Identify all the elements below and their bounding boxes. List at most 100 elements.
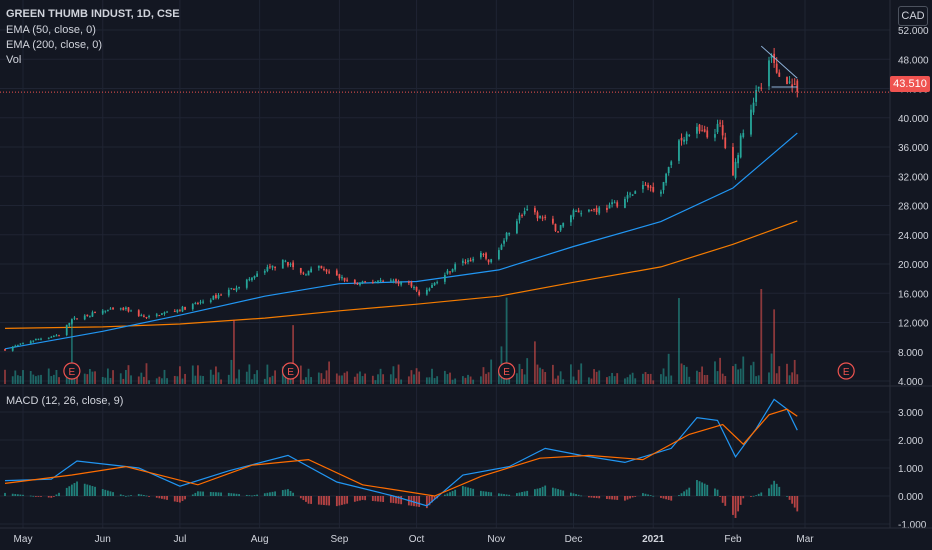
macd-histogram-bar	[768, 488, 770, 496]
earnings-marker	[837, 362, 855, 380]
volume-bar	[562, 379, 565, 384]
macd-histogram-bar	[173, 496, 176, 502]
macd-histogram-bar	[490, 492, 493, 496]
volume-bar	[613, 376, 616, 384]
candle-body	[389, 280, 392, 282]
volume-legend[interactable]: Vol	[6, 54, 22, 66]
volume-bar	[418, 371, 421, 384]
macd-histogram-bar	[454, 489, 457, 496]
candle-body	[487, 259, 490, 263]
volume-bar	[359, 371, 361, 384]
volume-bar	[757, 375, 760, 384]
ema-50-legend[interactable]: EMA (50, close, 0)	[6, 24, 96, 36]
candle-body	[179, 310, 181, 312]
macd-histogram-bar	[50, 496, 53, 498]
candle-body	[245, 279, 248, 288]
candle-body	[325, 269, 328, 272]
candle-body	[155, 314, 158, 316]
volume-bar	[251, 379, 253, 384]
y-tick-label: 40.000	[898, 114, 929, 125]
macd-histogram-bar	[65, 487, 68, 496]
volume-bar	[575, 380, 577, 384]
macd-histogram-bar	[425, 496, 428, 509]
candle-body	[479, 252, 482, 258]
x-tick-label: Nov	[487, 534, 505, 545]
macd-histogram-bar	[775, 483, 778, 496]
candle-body	[65, 324, 68, 336]
macd-legend[interactable]: MACD (12, 26, close, 9)	[6, 395, 124, 407]
macd-histogram-bar	[647, 494, 649, 496]
macd-histogram-bar	[284, 489, 287, 496]
volume-bar	[786, 363, 788, 384]
volume-bar	[685, 366, 688, 384]
candle-body	[143, 315, 145, 317]
candle-body	[734, 161, 737, 178]
candle-body	[22, 343, 24, 345]
x-tick-label: 2021	[642, 534, 665, 545]
candle-body	[688, 134, 691, 136]
volume-bar	[431, 368, 433, 384]
candle-body	[343, 277, 346, 281]
candle-body	[577, 210, 580, 213]
candle-body	[94, 311, 96, 313]
y-tick-label: 32.000	[898, 172, 929, 183]
candle-body	[209, 300, 212, 302]
macd-histogram-bar	[364, 496, 367, 501]
volume-bar	[644, 372, 647, 384]
candle-body	[127, 307, 130, 312]
candle-body	[508, 232, 511, 235]
candle-body	[4, 349, 6, 351]
macd-histogram-bar	[523, 491, 526, 496]
candle-body	[359, 282, 361, 285]
volume-bar	[284, 376, 287, 384]
macd-histogram-bar	[652, 495, 655, 497]
symbol-title[interactable]: GREEN THUMB INDUST, 1D, CSE	[6, 8, 180, 20]
candle-body	[122, 307, 125, 311]
earnings-marker-label: E	[503, 367, 510, 378]
candle-body	[667, 167, 670, 174]
macd-y-tick-label: 3.000	[898, 408, 923, 419]
macd-histogram-bar	[562, 490, 565, 496]
volume-bar	[487, 372, 490, 384]
macd-histogram-bar	[570, 492, 572, 496]
volume-bar	[194, 375, 197, 384]
volume-bar	[269, 377, 271, 384]
x-tick-label: Feb	[724, 534, 742, 545]
candle-body	[413, 287, 415, 289]
macd-histogram-bar	[418, 496, 421, 507]
volume-bar	[395, 378, 397, 384]
candle-body	[436, 282, 439, 284]
macd-histogram-bar	[217, 492, 220, 496]
volume-bar	[482, 367, 485, 384]
candle-body	[194, 303, 197, 305]
candle-body	[112, 307, 114, 310]
candle-body	[721, 125, 724, 136]
macd-histogram-bar	[536, 488, 539, 496]
macd-histogram-bar	[197, 491, 199, 496]
volume-bar	[230, 359, 233, 384]
candle-body	[490, 259, 493, 263]
macd-histogram-bar	[706, 484, 709, 496]
volume-bar	[734, 363, 737, 384]
macd-histogram-bar	[680, 493, 683, 496]
ema-50-path	[4, 132, 798, 350]
volume-bar	[752, 361, 755, 384]
macd-histogram-bar	[461, 486, 464, 496]
volume-bar	[19, 375, 22, 384]
volume-bar	[626, 377, 629, 384]
candle-body	[714, 134, 716, 138]
macd-histogram-bar	[593, 496, 595, 498]
trendline	[760, 45, 798, 79]
macd-histogram-bar	[101, 489, 104, 496]
candle-body	[431, 285, 433, 288]
volume-bar	[101, 376, 104, 384]
x-tick-label: Mar	[796, 534, 814, 545]
currency-badge[interactable]: CAD	[898, 6, 928, 26]
macd-histogram-bar	[233, 493, 235, 496]
candle-body	[83, 315, 86, 320]
candle-body	[238, 286, 240, 288]
ema-200-legend[interactable]: EMA (200, close, 0)	[6, 39, 102, 51]
candle-body	[374, 281, 377, 283]
volume-bar	[37, 375, 40, 384]
